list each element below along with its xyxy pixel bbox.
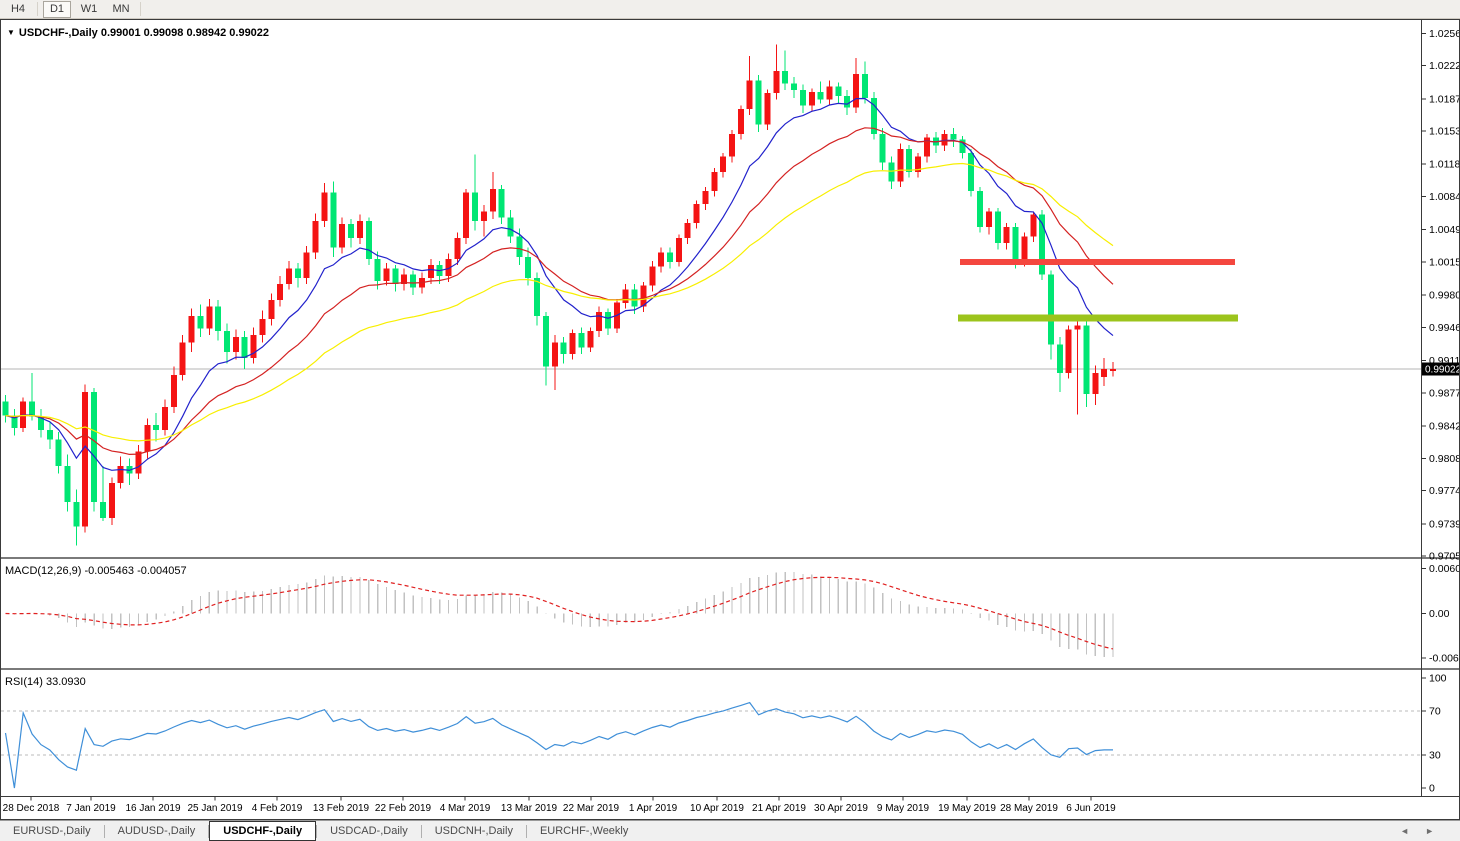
candlesticks bbox=[2, 44, 1116, 546]
macd-axis-label: -0.006011 bbox=[1429, 652, 1459, 664]
date-axis-label: 9 May 2019 bbox=[877, 803, 930, 814]
tab-separator bbox=[420, 824, 422, 838]
pane-separator[interactable] bbox=[1, 557, 1459, 559]
date-axis-label: 6 Jun 2019 bbox=[1066, 803, 1116, 814]
rsi-axis-label: 70 bbox=[1429, 706, 1441, 718]
chart-title: USDCHF-,Daily 0.99001 0.99098 0.98942 0.… bbox=[18, 27, 270, 39]
chart-symbol-header: ▼ USDCHF-,Daily 0.99001 0.99098 0.98942 0… bbox=[7, 27, 269, 39]
tab-eurchf-weekly[interactable]: EURCHF-,Weekly bbox=[539, 825, 629, 837]
date-axis-label: 1 Apr 2019 bbox=[629, 803, 678, 814]
rsi-axis-label: 100 bbox=[1429, 673, 1447, 685]
price-axis-label: 1.01180 bbox=[1429, 159, 1459, 171]
price-axis-label: 1.02220 bbox=[1429, 60, 1459, 72]
date-axis-label: 7 Jan 2019 bbox=[66, 803, 116, 814]
tab-usdchf-daily[interactable]: USDCHF-,Daily bbox=[209, 821, 317, 841]
price-axis-label: 1.01530 bbox=[1429, 126, 1459, 138]
symbol-tabs: EURUSD-,Daily AUDUSD-,Daily USDCHF-,Daily U… bbox=[0, 821, 641, 841]
tab-scroll-arrows: ◄ ► bbox=[1400, 826, 1434, 836]
macd-indicator-label: MACD(12,26,9) -0.005463 -0.004057 bbox=[5, 565, 187, 577]
timeframe-button-d1[interactable]: D1 bbox=[43, 0, 71, 18]
date-axis-label: 13 Mar 2019 bbox=[501, 803, 558, 814]
current-price-tag bbox=[1422, 362, 1459, 376]
toolbar-separator bbox=[140, 2, 141, 16]
date-axis-label: 4 Feb 2019 bbox=[252, 803, 303, 814]
price-axis-label: 1.01870 bbox=[1429, 93, 1459, 105]
date-axis-label: 25 Jan 2019 bbox=[187, 803, 242, 814]
date-axis-label: 28 May 2019 bbox=[1000, 803, 1058, 814]
toolbar-separator bbox=[37, 2, 38, 16]
date-axis-label: 22 Feb 2019 bbox=[375, 803, 432, 814]
rsi-line bbox=[4, 701, 1113, 789]
timeframe-button-mn[interactable]: MN bbox=[112, 2, 130, 15]
tab-usdcad-daily[interactable]: USDCAD-,Daily bbox=[330, 825, 408, 837]
rsi-axis-label: 0 bbox=[1429, 783, 1435, 795]
price-axis-label: 1.02560 bbox=[1429, 28, 1459, 40]
macd-histogram bbox=[13, 571, 1114, 657]
date-axis-label: 13 Feb 2019 bbox=[313, 803, 370, 814]
macd-axis-label: 0.006054 bbox=[1429, 563, 1459, 575]
timeframe-buttons: H4 D1 W1 MN bbox=[2, 0, 144, 18]
price-axis-label: 1.00490 bbox=[1429, 224, 1459, 236]
timeframe-button-h4[interactable]: H4 bbox=[10, 2, 26, 15]
tab-audusd-daily[interactable]: AUDUSD-,Daily bbox=[117, 825, 196, 837]
price-axis-label: 1.00840 bbox=[1429, 191, 1459, 203]
ma-fast-blue-line bbox=[5, 97, 1114, 471]
date-axis-label: 10 Apr 2019 bbox=[690, 803, 744, 814]
date-axis-label: 21 Apr 2019 bbox=[752, 803, 806, 814]
tab-separator bbox=[208, 824, 210, 838]
timeframe-button-w1[interactable]: W1 bbox=[80, 2, 98, 15]
symbol-tab-bar: EURUSD-,Daily AUDUSD-,Daily USDCHF-,Daily U… bbox=[0, 820, 1460, 841]
current-price-tag-label: 0.99022 bbox=[1425, 364, 1459, 375]
tabs-scroll-right-icon[interactable]: ► bbox=[1425, 826, 1434, 836]
ma-mid-red-line bbox=[5, 127, 1114, 456]
rsi-indicator-label: RSI(14) 33.0930 bbox=[5, 676, 86, 688]
tabs-scroll-left-icon[interactable]: ◄ bbox=[1400, 826, 1410, 836]
pane-separator[interactable] bbox=[1, 668, 1459, 670]
date-axis-label: 30 Apr 2019 bbox=[814, 803, 868, 814]
ma-slow-yellow-line bbox=[5, 162, 1114, 442]
chart-canvas[interactable]: 1.02560 1.02220 1.01870 1.01530 1.01180 1.008… bbox=[1, 20, 1459, 818]
tab-separator bbox=[525, 824, 527, 838]
symbol-dropdown-icon[interactable]: ▼ bbox=[7, 28, 15, 37]
rsi-axis-label: 30 bbox=[1429, 750, 1441, 762]
date-axis-label: 19 May 2019 bbox=[938, 803, 996, 814]
timeframe-toolbar: H4 D1 W1 MN bbox=[0, 0, 1460, 19]
date-axis-label: 28 Dec 2018 bbox=[3, 803, 60, 814]
date-axis-label: 4 Mar 2019 bbox=[440, 803, 491, 814]
tab-separator bbox=[316, 824, 318, 838]
tab-eurusd-daily[interactable]: EURUSD-,Daily bbox=[13, 825, 91, 837]
macd-signal-line bbox=[5, 576, 1114, 650]
tab-usdcnh-daily[interactable]: USDCNH-,Daily bbox=[434, 825, 513, 837]
chart-window: 1.02560 1.02220 1.01870 1.01530 1.01180 1.008… bbox=[0, 19, 1460, 820]
tab-separator bbox=[103, 824, 105, 838]
macd-axis-label: 0.00 bbox=[1429, 608, 1450, 620]
date-axis-label: 22 Mar 2019 bbox=[563, 803, 620, 814]
date-axis-label: 16 Jan 2019 bbox=[125, 803, 180, 814]
